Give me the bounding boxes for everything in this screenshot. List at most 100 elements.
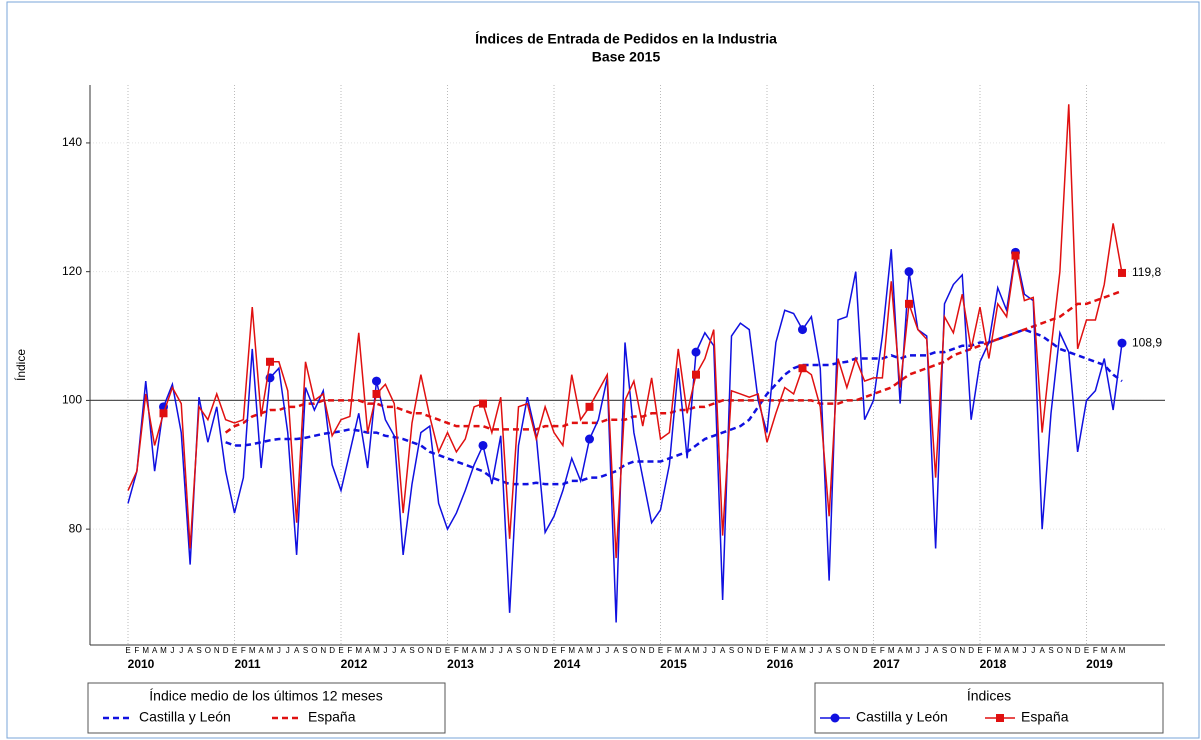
x-tick-label: O [205,646,211,655]
x-tick-label: J [490,646,494,655]
x-tick-label: A [578,646,584,655]
x-tick-label: A [897,646,903,655]
legend-marker [996,714,1004,722]
legend-label: Castilla y León [139,709,231,725]
x-tick-label: F [347,646,352,655]
x-tick-label: S [303,646,308,655]
x-tick-label: O [524,646,530,655]
point [159,409,168,418]
legend-box [87,682,446,734]
x-tick-label: S [622,646,627,655]
chart-subtitle: Base 2015 [592,49,661,65]
x-tick-label: F [667,646,672,655]
chart-title: Índices de Entrada de Pedidos en la Indu… [475,31,777,47]
x-tick-label: N [746,646,752,655]
x-tick-label: J [392,646,396,655]
x-tick-label: F [773,646,778,655]
x-tick-label: A [826,646,832,655]
year-label: 2010 [128,657,155,671]
x-tick-label: M [1012,646,1019,655]
x-tick-label: N [640,646,646,655]
x-tick-label: M [693,646,700,655]
x-tick-label: A [933,646,939,655]
x-tick-label: O [950,646,956,655]
point [798,364,807,373]
x-tick-label: O [844,646,850,655]
x-tick-label: A [1004,646,1010,655]
x-tick-label: E [871,646,876,655]
x-tick-label: M [267,646,274,655]
legend-label: Castilla y León [856,709,948,725]
x-tick-label: D [649,646,655,655]
x-tick-label: S [835,646,840,655]
point [1118,268,1126,277]
x-tick-label: J [286,646,290,655]
x-tick-label: A [684,646,690,655]
year-label: 2017 [873,657,900,671]
y-tick-label: 140 [62,135,82,149]
x-tick-label: M [1101,646,1108,655]
x-tick-label: E [977,646,982,655]
x-tick-label: J [925,646,929,655]
x-tick-label: A [613,646,619,655]
x-tick-label: N [214,646,220,655]
y-tick-label: 100 [62,393,82,407]
point [478,440,488,450]
x-tick-label: J [277,646,281,655]
x-tick-label: E [338,646,343,655]
x-tick-label: M [586,646,593,655]
year-label: 2018 [980,657,1007,671]
x-tick-label: D [436,646,442,655]
x-tick-label: F [560,646,565,655]
value-label: 119,8 [1132,265,1161,279]
x-tick-label: E [445,646,450,655]
x-tick-label: D [968,646,974,655]
x-tick-label: O [737,646,743,655]
point [1117,338,1127,348]
legend-title: Índice medio de los últimos 12 meses [149,688,382,704]
x-tick-label: M [249,646,256,655]
x-tick-label: A [507,646,513,655]
x-tick-label: A [1110,646,1116,655]
x-tick-label: D [862,646,868,655]
x-tick-label: E [232,646,237,655]
x-tick-label: N [320,646,326,655]
legend-marker [830,713,840,723]
x-tick-label: E [764,646,769,655]
x-tick-label: E [1084,646,1089,655]
x-tick-label: N [533,646,539,655]
x-tick-label: N [427,646,433,655]
x-tick-label: M [1119,646,1126,655]
x-tick-label: O [1057,646,1063,655]
y-tick-label: 120 [62,264,82,278]
year-label: 2012 [341,657,368,671]
year-label: 2014 [554,657,581,671]
x-tick-label: F [134,646,139,655]
year-label: 2019 [1086,657,1113,671]
x-tick-label: D [755,646,761,655]
year-label: 2011 [234,657,260,671]
point [1011,251,1020,260]
point [585,402,594,411]
x-tick-label: E [658,646,663,655]
x-tick-label: S [409,646,414,655]
point [372,389,381,398]
x-tick-label: J [179,646,183,655]
x-tick-label: J [916,646,920,655]
x-tick-label: D [1075,646,1081,655]
x-tick-label: J [1031,646,1035,655]
x-tick-label: O [311,646,317,655]
value-label: 108,9 [1132,335,1162,349]
point [691,347,701,357]
year-label: 2016 [767,657,794,671]
x-tick-label: M [799,646,806,655]
x-tick-label: M [160,646,167,655]
x-tick-label: M [355,646,362,655]
x-tick-label: A [1039,646,1045,655]
x-tick-label: A [365,646,371,655]
x-tick-label: D [542,646,548,655]
y-tick-label: 80 [69,521,83,535]
x-tick-label: M [675,646,682,655]
point [905,299,913,308]
y-axis-label: Índice [13,349,28,381]
